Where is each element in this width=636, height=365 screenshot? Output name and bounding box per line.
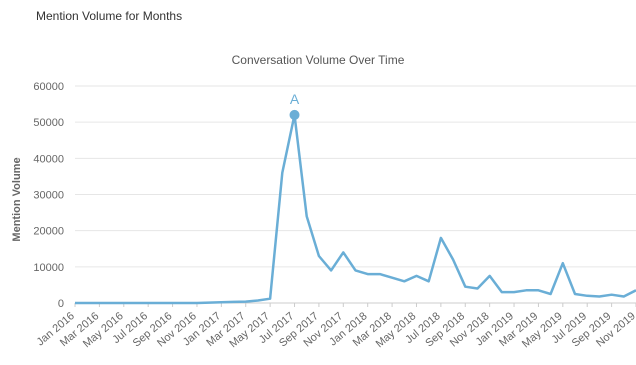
y-tick-label: 20000	[33, 226, 64, 238]
series-layer: A	[75, 91, 636, 305]
y-tick-label: 30000	[33, 190, 64, 202]
y-tick-label: 40000	[33, 153, 64, 165]
series-line	[75, 113, 636, 305]
chart-title: Conversation Volume Over Time	[231, 53, 405, 67]
page-header-title: Mention Volume for Months	[36, 9, 183, 23]
y-axis-label: Mention Volume	[11, 157, 23, 241]
y-tick-label: 60000	[33, 81, 64, 93]
annotation-marker	[289, 109, 300, 120]
y-tick-label: 0	[58, 298, 64, 310]
y-tick-label: 10000	[33, 262, 64, 274]
gridlines	[75, 85, 636, 304]
y-axis: 0 10000 20000 30000 40000 50000 60000	[33, 81, 64, 310]
y-tick-label: 50000	[33, 117, 64, 129]
annotation-label: A	[290, 91, 300, 107]
